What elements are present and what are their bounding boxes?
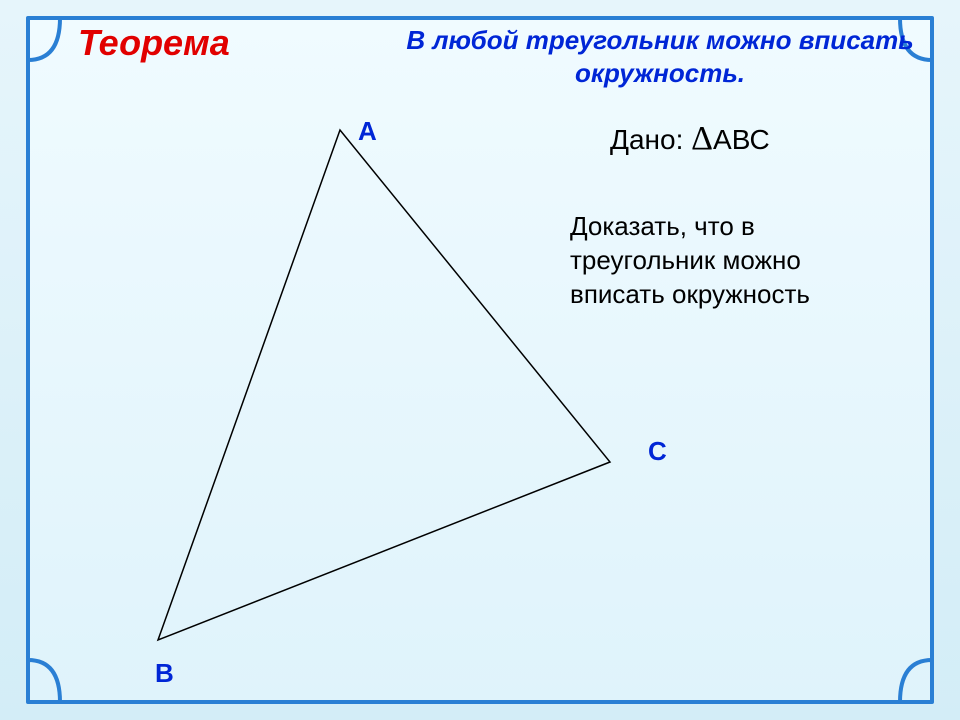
theorem-heading: Теорема — [78, 22, 230, 64]
vertex-label-a: А — [358, 116, 377, 147]
triangle-symbol: Δ — [691, 120, 713, 157]
given-triangle-name: АВС — [713, 124, 770, 155]
slide-background: Теорема В любой треугольник можно вписат… — [0, 0, 960, 720]
vertex-label-b: В — [155, 658, 174, 689]
vertex-label-c: С — [648, 436, 667, 467]
triangle-diagram — [40, 60, 660, 700]
